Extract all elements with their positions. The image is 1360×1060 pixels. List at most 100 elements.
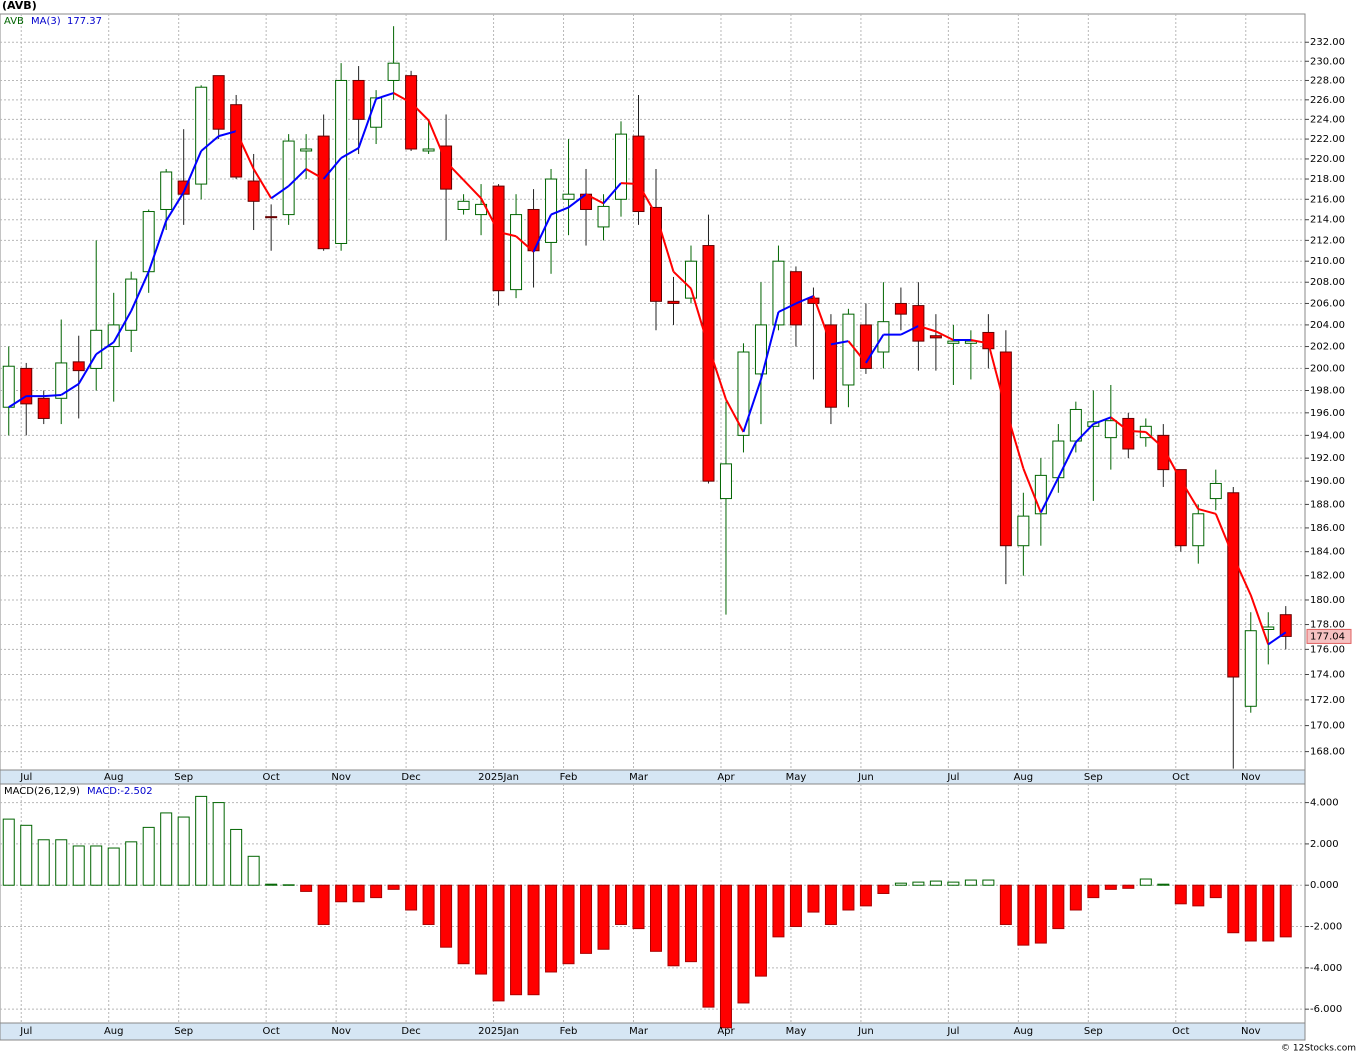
- y-tick-label: 228.00: [1310, 75, 1345, 86]
- legend-symbol: AVB: [4, 16, 24, 27]
- macd-bar: [1034, 884, 1047, 944]
- ma-segment: [707, 346, 727, 400]
- macd-bar: [440, 884, 453, 948]
- macd-bar: [1087, 884, 1100, 899]
- legend-ma-value: 177.37: [67, 16, 102, 27]
- candle-body: [702, 245, 715, 482]
- ma-segment: [918, 325, 937, 333]
- macd-bar: [877, 884, 890, 894]
- candle-body: [859, 324, 872, 369]
- macd-bar: [982, 879, 995, 886]
- y-tick-label: 204.00: [1310, 320, 1345, 331]
- ma-segment: [515, 235, 535, 253]
- candle-body: [1174, 469, 1187, 547]
- ma-segment: [375, 92, 394, 100]
- macd-bar: [1069, 884, 1082, 911]
- ma-segment: [812, 295, 832, 345]
- x-tick-label: Dec: [401, 1026, 420, 1037]
- y-tick-label: 170.00: [1310, 721, 1345, 732]
- y-tick-label: 188.00: [1310, 499, 1345, 510]
- x-axis-strip: [0, 769, 1306, 785]
- candle-body: [597, 205, 610, 228]
- y-tick-label: 172.00: [1310, 695, 1345, 706]
- macd-bar: [1279, 884, 1292, 938]
- macd-bar: [177, 816, 190, 886]
- y-tick-label: 230.00: [1310, 56, 1345, 67]
- y-tick-label: 208.00: [1310, 277, 1345, 288]
- macd-bar: [684, 884, 697, 963]
- macd-bar: [335, 884, 348, 903]
- ma-segment: [480, 197, 500, 233]
- y-tick-label: 194.00: [1310, 430, 1345, 441]
- ma-segment: [1162, 447, 1182, 481]
- candle-body: [1069, 408, 1082, 442]
- macd-bar: [894, 882, 907, 886]
- ma-segment: [235, 130, 255, 170]
- candle-body: [719, 463, 732, 500]
- macd-bar: [912, 881, 925, 886]
- candle-body: [754, 324, 767, 375]
- candle-body: [929, 335, 942, 339]
- candle-body: [352, 79, 365, 120]
- candle-body: [1157, 434, 1170, 471]
- x-tick-label: Jun: [857, 772, 874, 783]
- candle-body: [405, 75, 418, 150]
- y-tick-label: 224.00: [1310, 114, 1345, 125]
- ma-segment: [8, 395, 27, 409]
- ma-segment: [1198, 508, 1217, 515]
- candle-body: [947, 340, 960, 344]
- ma-segment: [60, 383, 80, 396]
- macd-bar: [370, 884, 383, 899]
- ma-segment: [393, 92, 412, 104]
- macd-bar: [1052, 884, 1065, 930]
- ma-segment: [585, 193, 604, 205]
- x-tick-label: Apr: [717, 772, 735, 783]
- candle-body: [1227, 492, 1240, 678]
- ma-segment: [498, 231, 517, 238]
- candle-body: [387, 62, 400, 81]
- y-tick-label: 220.00: [1310, 154, 1345, 165]
- macd-bar: [1017, 884, 1030, 946]
- x-tick-label: Sep: [1084, 772, 1103, 783]
- macd-bar: [457, 884, 470, 965]
- candle-body: [1244, 630, 1257, 707]
- ma-segment: [935, 330, 954, 341]
- x-tick-label: 2025Jan: [478, 772, 519, 783]
- candle-body: [1034, 474, 1047, 515]
- macd-bar: [1192, 884, 1205, 907]
- ma-segment: [427, 119, 448, 163]
- macd-bar: [789, 884, 802, 928]
- candle-body: [842, 313, 855, 386]
- x-tick-label: 2025Jan: [478, 1026, 519, 1037]
- macd-bar: [300, 884, 313, 892]
- y-tick-label: 184.00: [1310, 547, 1345, 558]
- candle-body: [1209, 482, 1222, 500]
- candle-body: [894, 302, 907, 315]
- y-tick-label: 222.00: [1310, 134, 1345, 145]
- macd-bar: [649, 884, 662, 952]
- y-tick-label: 232.00: [1310, 37, 1345, 48]
- candle-body: [55, 362, 68, 399]
- legend-ma: MA(3): [31, 16, 61, 27]
- x-tick-label: Nov: [1241, 772, 1261, 783]
- last-price-box: [1306, 628, 1352, 644]
- price-panel: [0, 13, 1306, 771]
- x-tick-label: Oct: [262, 1026, 279, 1037]
- macd-bar: [929, 880, 942, 886]
- ma-segment: [182, 150, 203, 193]
- x-axis-strip: [0, 1022, 1306, 1041]
- ma-segment: [987, 343, 1007, 410]
- candle-body: [212, 75, 225, 130]
- ma-segment: [865, 334, 885, 364]
- ma-segment: [672, 270, 692, 290]
- macd-bar: [510, 884, 523, 996]
- ma-segment: [637, 183, 657, 216]
- x-tick-label: Jul: [19, 772, 32, 783]
- candle-body: [195, 86, 208, 185]
- macd-bar: [387, 884, 400, 890]
- macd-bar: [492, 884, 505, 1002]
- macd-bar: [475, 884, 488, 975]
- candle-body: [877, 321, 890, 353]
- candle-body: [107, 324, 120, 348]
- y-tick-label: 4.000: [1310, 798, 1339, 809]
